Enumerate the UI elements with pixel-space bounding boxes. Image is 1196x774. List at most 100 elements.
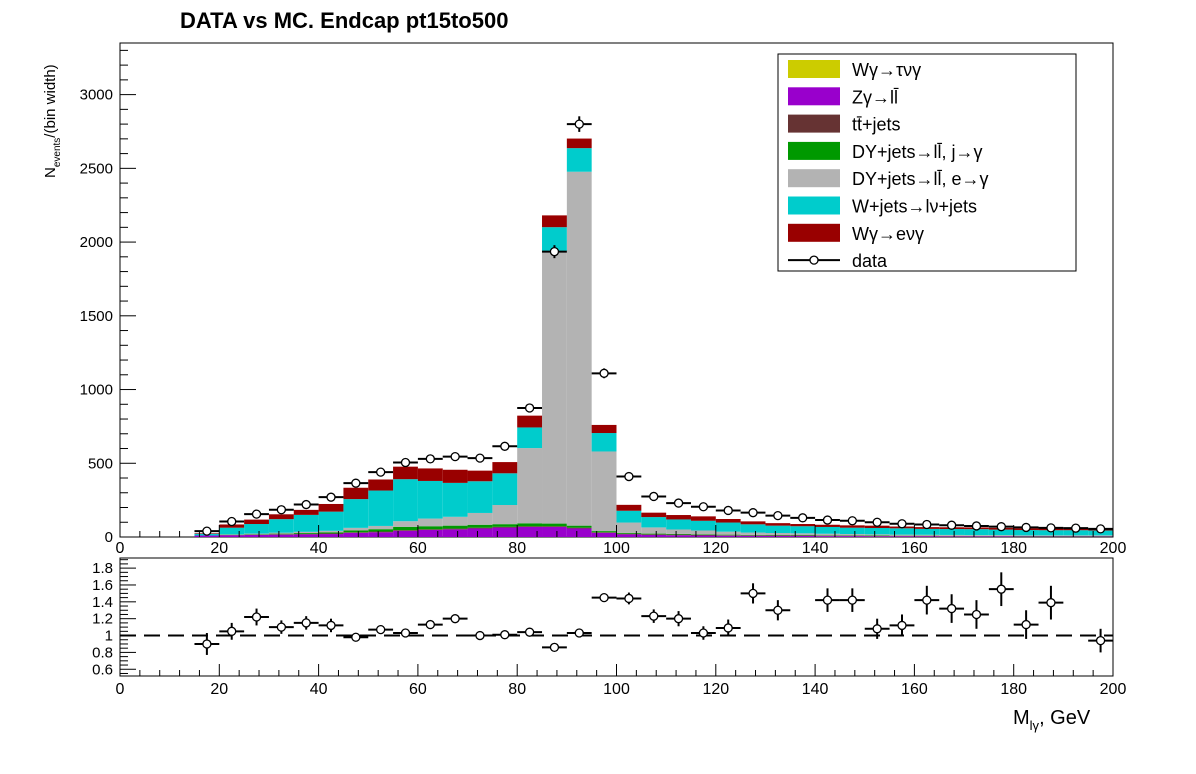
data-point [748,508,758,518]
stack-bar [1088,535,1113,536]
ratio-points [194,572,1113,655]
stack-bar [765,523,791,526]
stack-bar [318,534,344,537]
ratio-point [524,627,535,637]
data-point [649,491,659,502]
ratio-y-tick-label: 1.2 [92,611,113,628]
legend-entry: DY+jets→ll̄, e→γ [788,169,989,189]
ratio-axes: 0 20 40 60 80 100 120 140 160 180 200 0.60.811.21.4… [92,559,1126,698]
stack-bar [268,533,294,535]
stack-bar [914,528,940,535]
stack-bar [268,514,294,520]
stack-bar [790,526,816,534]
stack-bar [268,519,294,533]
stack-bar [740,535,766,537]
stack-bar [219,527,245,535]
legend-swatch [788,169,840,188]
x-tick-label: 140 [802,681,829,698]
data-point [202,526,212,536]
main-axes: 0 20 40 60 80 100 120 140 160 180 2000500100015002… [80,49,1127,557]
stack-bar [318,530,344,533]
stack-bar [765,525,791,534]
stack-bar [1038,535,1064,536]
stack-bar [1063,535,1089,536]
ratio-point [351,632,361,642]
ratio-point [822,595,833,605]
stack-bar [839,525,865,528]
legend-entry: DY+jets→ll̄, j→γ [788,141,983,162]
legend-label: Wγ→τνγ [852,60,921,80]
stack-bar [690,534,716,535]
stack-bar [641,534,667,537]
stack-bar [467,528,493,537]
data-point [351,478,361,488]
legend-entry: data [788,251,888,271]
series-4 [194,148,1113,536]
x-tick-label: 100 [603,540,630,557]
stack-bar [417,468,443,481]
stack-bar [442,516,468,526]
stack-bar [790,524,816,527]
stack-bar [1013,535,1039,536]
stack-bar [740,532,766,535]
legend-entry: Wγ→eνγ [788,223,924,244]
stack-bar [690,530,716,535]
stack-bar [293,509,319,515]
legend-swatch [788,223,840,242]
data-point [1046,523,1056,533]
stack-bar [616,534,642,537]
data-points [194,116,1113,536]
stack-bar [591,433,617,452]
ratio-y-tick-label: 1.8 [92,560,113,577]
stack-bar [988,536,1014,537]
stack-bar [492,462,518,474]
stack-bar [591,532,617,537]
y-axis-label: Nevents/(bin width) [42,64,63,178]
stack-bar [864,528,890,535]
stack-bar [591,531,617,533]
stack-bar [964,535,989,536]
stack-bar [914,534,940,536]
stack-bar [641,527,667,534]
legend-entry: Wγ→τνγ [788,60,921,80]
stack-bar [616,522,642,533]
stack-bar [318,532,344,534]
stack-bar [939,534,965,536]
ratio-point [723,623,733,633]
stack-bar [740,521,766,525]
x-tick-label: 0 [116,540,125,557]
stack-bar [591,451,617,532]
ratio-point [376,624,386,635]
ratio-point [425,619,435,630]
y-tick-label: 500 [88,455,113,472]
y-axis-label-tail: /(bin width) [42,64,59,137]
stack-bar [839,527,865,535]
stack-bar [839,534,865,536]
data-point [773,510,783,521]
stack-bar [616,533,642,535]
data-point [326,492,336,502]
stack-bar [467,527,493,529]
data-point [1095,524,1106,534]
legend-entry: Zγ→ll̄ [788,87,899,107]
data-point [376,467,386,477]
stack-bar [815,524,840,527]
stack-bar [368,525,394,530]
x-tick-label: 200 [1100,540,1127,557]
stack-bar [244,534,269,537]
stack-bar [293,534,319,537]
data-point [524,403,535,413]
stack-bar [666,535,691,537]
y-tick-label: 1500 [80,308,113,325]
ratio-point [500,630,510,640]
y-tick-label: 3000 [80,87,113,104]
x-tick-label: 100 [603,681,630,698]
stack-bar [641,533,667,535]
ratio-point [574,628,584,638]
x-tick-label: 160 [901,681,928,698]
stack-bar [492,524,518,527]
stack-bar [467,512,493,525]
stack-bar [442,482,468,517]
stack-bar [566,527,592,529]
